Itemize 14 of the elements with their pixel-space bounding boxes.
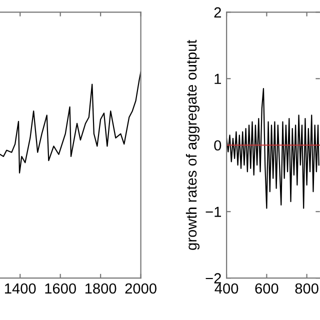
y-tick-label: 0 <box>214 140 222 151</box>
line-series <box>226 88 320 209</box>
x-tick-label: 400 <box>214 283 238 294</box>
y-tick-label: −1 <box>206 206 221 217</box>
x-tick-label: 800 <box>295 283 318 294</box>
x-tick-label: 1600 <box>45 283 76 294</box>
x-tick-label: 1800 <box>85 283 116 294</box>
x-tick-label: 1400 <box>5 283 36 294</box>
y-axis-title: growth rates of aggregate output <box>186 40 200 250</box>
y-tick-label: −2 <box>206 273 221 284</box>
x-tick-label: 600 <box>255 283 278 294</box>
x-tick-label: 2000 <box>125 283 156 294</box>
y-tick-label: 1 <box>214 74 221 84</box>
y-tick-label: 2 <box>214 7 221 18</box>
